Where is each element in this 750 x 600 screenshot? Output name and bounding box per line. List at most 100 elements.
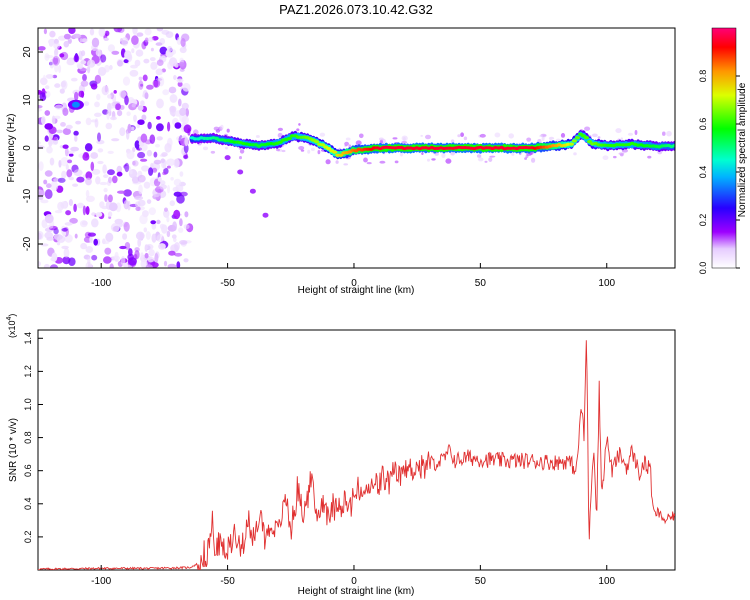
ridge-halo-blob [202, 146, 209, 151]
colorbar: 0.0 0.2 0.4 0.6 0.8 Normalized spectral ampl… [698, 27, 748, 274]
ridge-halo-blob [399, 151, 404, 157]
noise-blob [49, 157, 55, 166]
noise-blob [124, 162, 130, 173]
ridge-halo-blob [666, 130, 672, 137]
branch-blob [224, 155, 231, 161]
noise-blob [151, 233, 157, 243]
ridge-halo-blob [296, 128, 300, 132]
noise-blob [146, 199, 152, 205]
spectrogram-y-label: Frequency (Hz) [6, 114, 17, 183]
ridge-halo-blob [277, 127, 283, 131]
noise-blob [67, 150, 75, 154]
snr-x-axis: -100 -50 0 50 100 [91, 565, 616, 587]
noise-blob [117, 190, 126, 194]
snr-panel: -100 -50 0 50 100 0.2 0.4 0.6 0.8 1.0 1.2 1.4 Heig… [6, 314, 676, 597]
noise-blob [145, 264, 153, 268]
spectrogram-x-tick-label: -50 [220, 278, 235, 289]
noise-blob [123, 59, 129, 64]
noise-blob [39, 92, 47, 102]
noise-blob [73, 169, 83, 177]
noise-blob [147, 121, 152, 130]
noise-blob [108, 176, 112, 184]
ridge-halo-blob [602, 155, 609, 160]
ridge-core [671, 144, 675, 148]
noise-blob [111, 50, 120, 55]
ridge-halo-blob [634, 130, 638, 135]
noise-blob [129, 69, 139, 77]
noise-blob [84, 143, 93, 152]
ridge-core [338, 153, 344, 157]
snr-frame [37, 329, 676, 571]
noise-blob [133, 114, 137, 122]
noise-blob [105, 232, 114, 242]
noise-blob [94, 118, 99, 128]
noise-blob [143, 58, 150, 64]
noise-blob [134, 195, 144, 201]
noise-blob [182, 82, 191, 92]
ridge-halo-blob [310, 147, 315, 152]
noise-blob [106, 110, 110, 120]
noise-blob [50, 264, 58, 268]
ridge-halo-blob [276, 148, 280, 152]
noise-blob [45, 55, 54, 59]
ridge-halo-blob [573, 152, 577, 156]
noise-blob [113, 28, 123, 33]
noise-blob [135, 201, 141, 208]
noise-blob [174, 252, 183, 257]
ridge-halo-blob [281, 149, 286, 153]
noise-blob [137, 174, 146, 183]
noise-blob [103, 187, 108, 193]
noise-blob [146, 84, 154, 90]
noise-blob [107, 94, 112, 99]
noise-blob [85, 189, 90, 198]
ridge-halo-blob [477, 157, 484, 162]
noise-blob [184, 211, 189, 218]
noise-blob [99, 181, 108, 186]
snr-x-tick-label: 100 [598, 576, 615, 587]
noise-blob [93, 238, 98, 246]
ridge-halo-blob [335, 160, 339, 164]
noise-blob [61, 170, 67, 179]
noise-blob [168, 86, 177, 94]
noise-blob [38, 105, 43, 109]
noise-blob [140, 252, 144, 259]
ridge-core [571, 139, 578, 143]
noise-blob [172, 186, 179, 192]
noise-blob [99, 201, 105, 209]
noise-blob [167, 45, 173, 53]
spectrogram-y-axis: -20 -10 0 10 20 [22, 46, 43, 251]
noise-blob [137, 105, 144, 111]
noise-blob [179, 46, 187, 54]
noise-blob [54, 104, 63, 110]
ridge-halo-blob [239, 156, 242, 160]
noise-blob [132, 28, 138, 35]
snr-x-tick-label: -100 [91, 576, 111, 587]
noise-blob [155, 143, 160, 148]
snr-y-tick-label: 1.0 [23, 398, 33, 411]
ridge-halo-blob [319, 132, 326, 137]
noise-blob [180, 38, 186, 47]
ridge-halo-blob [403, 137, 406, 141]
noise-blob [144, 252, 149, 259]
noise-blob [117, 60, 123, 67]
noise-blob [39, 189, 45, 197]
noise-blob [61, 227, 68, 232]
noise-blob [169, 200, 175, 207]
noise-blob [78, 50, 83, 61]
noise-blob [159, 180, 166, 186]
noise-blob [46, 146, 53, 154]
noise-blob [183, 124, 192, 134]
noise-blob [46, 224, 54, 229]
noise-blob [62, 107, 69, 117]
noise-blob [68, 199, 73, 206]
noise-blob [148, 167, 154, 176]
colorbar-tick-label: 0.2 [698, 214, 708, 227]
noise-blob [123, 200, 129, 210]
noise-blob [85, 246, 94, 253]
noise-blob [42, 74, 46, 83]
spectrogram-x-tick-label: 100 [598, 278, 615, 289]
colorbar-label: Normalized spectral amplitude [737, 82, 748, 217]
noise-blob [62, 128, 71, 135]
noise-blob [68, 153, 74, 157]
noise-blob [114, 251, 119, 260]
